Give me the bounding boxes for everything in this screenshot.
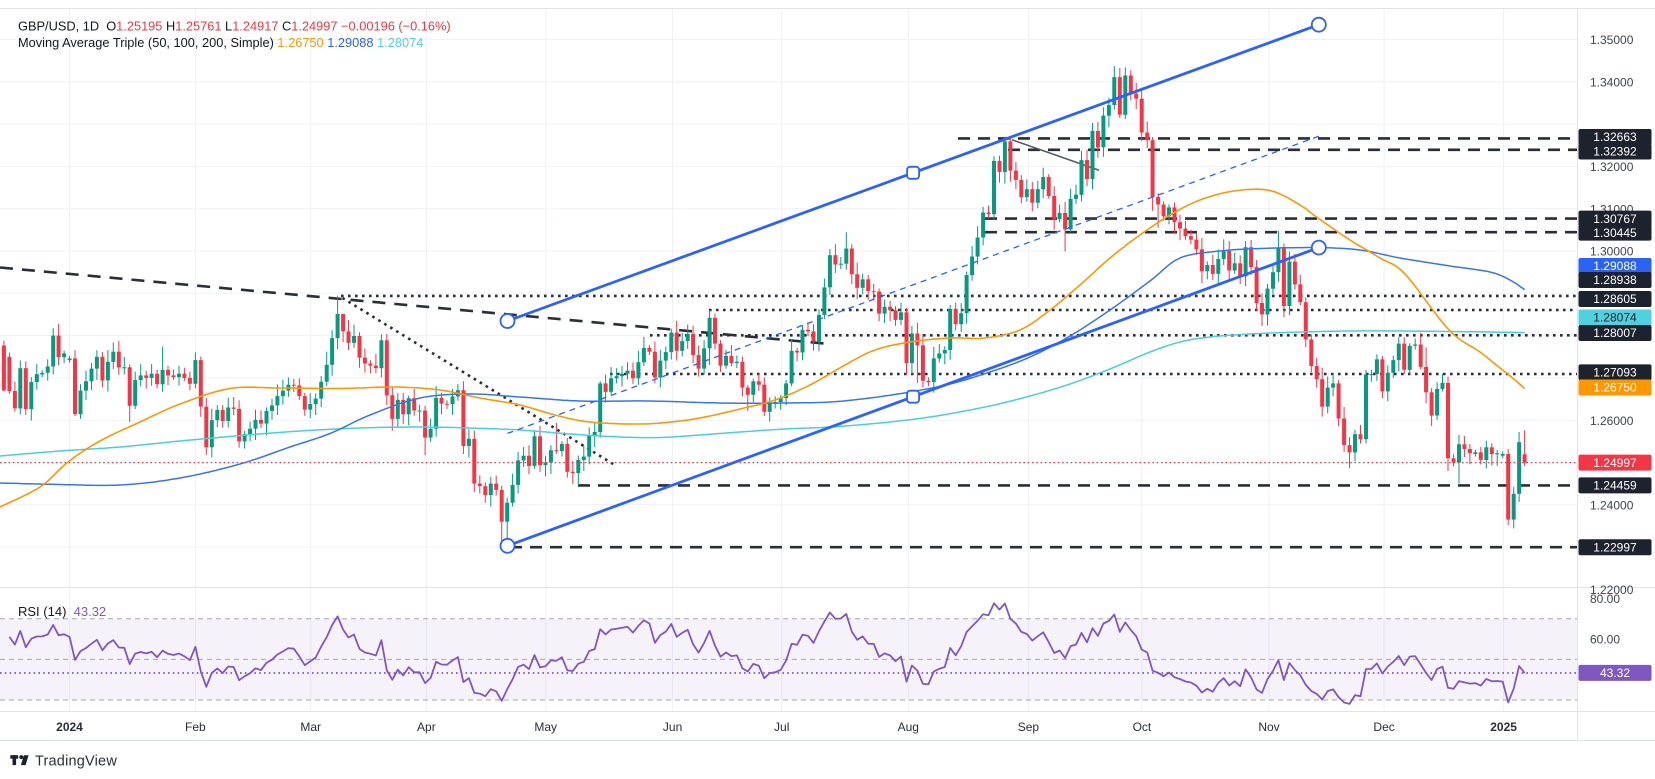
svg-text:TradingView: TradingView xyxy=(35,753,117,769)
svg-text:Moving Average Triple (50, 100: Moving Average Triple (50, 100, 200, Sim… xyxy=(18,35,423,50)
svg-text:1.26750: 1.26750 xyxy=(1593,381,1637,395)
svg-text:Dec: Dec xyxy=(1373,720,1394,734)
svg-text:1.30445: 1.30445 xyxy=(1593,226,1637,240)
svg-text:1.30000: 1.30000 xyxy=(1590,245,1634,259)
svg-text:1.26000: 1.26000 xyxy=(1590,414,1634,428)
svg-text:Nov: Nov xyxy=(1258,720,1279,734)
svg-text:1.24459: 1.24459 xyxy=(1593,479,1637,493)
svg-text:1.22000: 1.22000 xyxy=(1590,583,1634,597)
svg-text:1.30767: 1.30767 xyxy=(1593,212,1637,226)
svg-text:Feb: Feb xyxy=(185,720,206,734)
svg-text:60.00: 60.00 xyxy=(1590,633,1620,647)
svg-text:1.29088: 1.29088 xyxy=(1593,259,1637,273)
svg-text:1.28605: 1.28605 xyxy=(1593,292,1637,306)
svg-text:May: May xyxy=(534,720,557,734)
svg-text:Aug: Aug xyxy=(898,720,919,734)
svg-text:1.34000: 1.34000 xyxy=(1590,75,1634,89)
svg-text:1.24000: 1.24000 xyxy=(1590,498,1634,512)
svg-text:RSI (14) 43.32: RSI (14) 43.32 xyxy=(18,604,106,619)
svg-text:2025: 2025 xyxy=(1490,720,1517,734)
svg-text:2024: 2024 xyxy=(56,720,83,734)
svg-text:Jun: Jun xyxy=(663,720,682,734)
svg-text:1.22997: 1.22997 xyxy=(1593,540,1637,554)
svg-text:1.28938: 1.28938 xyxy=(1593,273,1637,287)
svg-text:1.24997: 1.24997 xyxy=(1593,456,1637,470)
svg-text:1.32000: 1.32000 xyxy=(1590,160,1634,174)
svg-text:1.32663: 1.32663 xyxy=(1593,130,1637,144)
svg-text:Sep: Sep xyxy=(1018,720,1040,734)
svg-text:Mar: Mar xyxy=(300,720,321,734)
svg-text:Oct: Oct xyxy=(1133,720,1152,734)
svg-text:80.00: 80.00 xyxy=(1590,592,1620,606)
svg-text:1.28007: 1.28007 xyxy=(1593,326,1637,340)
svg-text:GBP/USD, 1D O1.25195 H1.25761: GBP/USD, 1D O1.25195 H1.25761 L1.24917 C… xyxy=(18,18,451,33)
svg-text:Apr: Apr xyxy=(417,720,436,734)
svg-text:43.32: 43.32 xyxy=(1600,666,1630,680)
svg-text:1.28074: 1.28074 xyxy=(1593,311,1637,325)
svg-text:1.35000: 1.35000 xyxy=(1590,33,1634,47)
svg-text:1.27093: 1.27093 xyxy=(1593,366,1637,380)
svg-text:Jul: Jul xyxy=(774,720,789,734)
svg-text:1.32392: 1.32392 xyxy=(1593,145,1637,159)
